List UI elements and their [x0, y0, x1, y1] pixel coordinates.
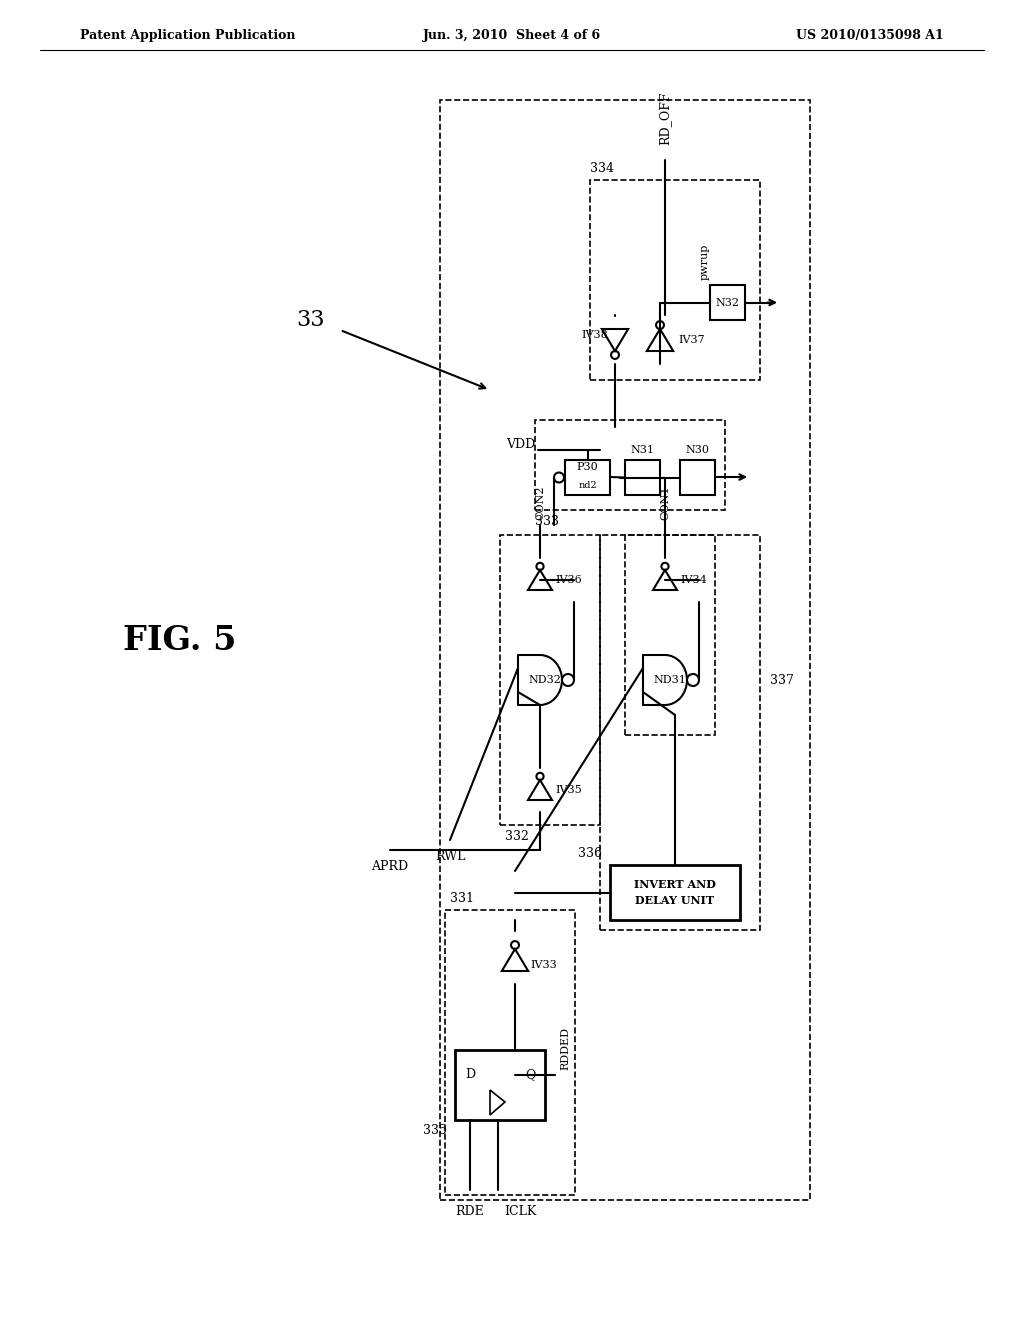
- Text: 335: 335: [423, 1123, 446, 1137]
- Bar: [680, 459, 715, 495]
- Bar: [535, 420, 725, 510]
- Text: nd2: nd2: [579, 480, 597, 490]
- Text: INVERT AND: INVERT AND: [634, 879, 716, 890]
- Text: APRD: APRD: [372, 861, 409, 873]
- Text: 33: 33: [296, 309, 325, 331]
- Text: FIG. 5: FIG. 5: [123, 623, 237, 656]
- Text: IV35: IV35: [555, 785, 582, 795]
- Text: VDD: VDD: [506, 438, 535, 451]
- Bar: [600, 535, 760, 931]
- Text: ICLK: ICLK: [504, 1205, 537, 1218]
- Text: IV36: IV36: [555, 576, 582, 585]
- Text: Patent Application Publication: Patent Application Publication: [80, 29, 296, 41]
- Bar: [445, 909, 575, 1195]
- Text: RDDED: RDDED: [560, 1027, 570, 1071]
- Text: RWL: RWL: [435, 850, 465, 863]
- Text: N30: N30: [685, 445, 710, 455]
- Text: ND32: ND32: [528, 675, 561, 685]
- Text: IV33: IV33: [530, 960, 557, 970]
- Text: P30: P30: [577, 462, 598, 473]
- Text: DELAY UNIT: DELAY UNIT: [636, 895, 715, 906]
- Bar: [565, 459, 610, 495]
- Text: RDE: RDE: [456, 1205, 484, 1218]
- Text: Q: Q: [525, 1068, 536, 1081]
- Text: N32: N32: [716, 297, 739, 308]
- Text: IV38: IV38: [582, 330, 608, 341]
- Text: CON2: CON2: [535, 486, 545, 520]
- Bar: [625, 459, 660, 495]
- Text: 332: 332: [505, 830, 528, 843]
- Text: 333: 333: [535, 515, 559, 528]
- Bar: [455, 1049, 545, 1119]
- Bar: [610, 865, 740, 920]
- Text: 331: 331: [450, 892, 474, 906]
- Text: 336: 336: [578, 847, 602, 861]
- Text: RD_OFF: RD_OFF: [658, 91, 672, 145]
- Text: pwrup: pwrup: [700, 244, 710, 280]
- Text: N31: N31: [631, 445, 654, 455]
- Text: CON1: CON1: [660, 486, 670, 520]
- Text: Jun. 3, 2010  Sheet 4 of 6: Jun. 3, 2010 Sheet 4 of 6: [423, 29, 601, 41]
- Text: 334: 334: [590, 162, 614, 176]
- Bar: [710, 285, 745, 319]
- Text: D: D: [465, 1068, 475, 1081]
- Bar: [590, 180, 760, 380]
- Text: IV34: IV34: [680, 576, 707, 585]
- Text: US 2010/0135098 A1: US 2010/0135098 A1: [797, 29, 944, 41]
- Text: IV37: IV37: [678, 335, 705, 345]
- Bar: [500, 535, 600, 825]
- Bar: [440, 100, 810, 1200]
- Bar: [625, 535, 715, 735]
- Text: ND31: ND31: [653, 675, 686, 685]
- Text: 337: 337: [770, 673, 794, 686]
